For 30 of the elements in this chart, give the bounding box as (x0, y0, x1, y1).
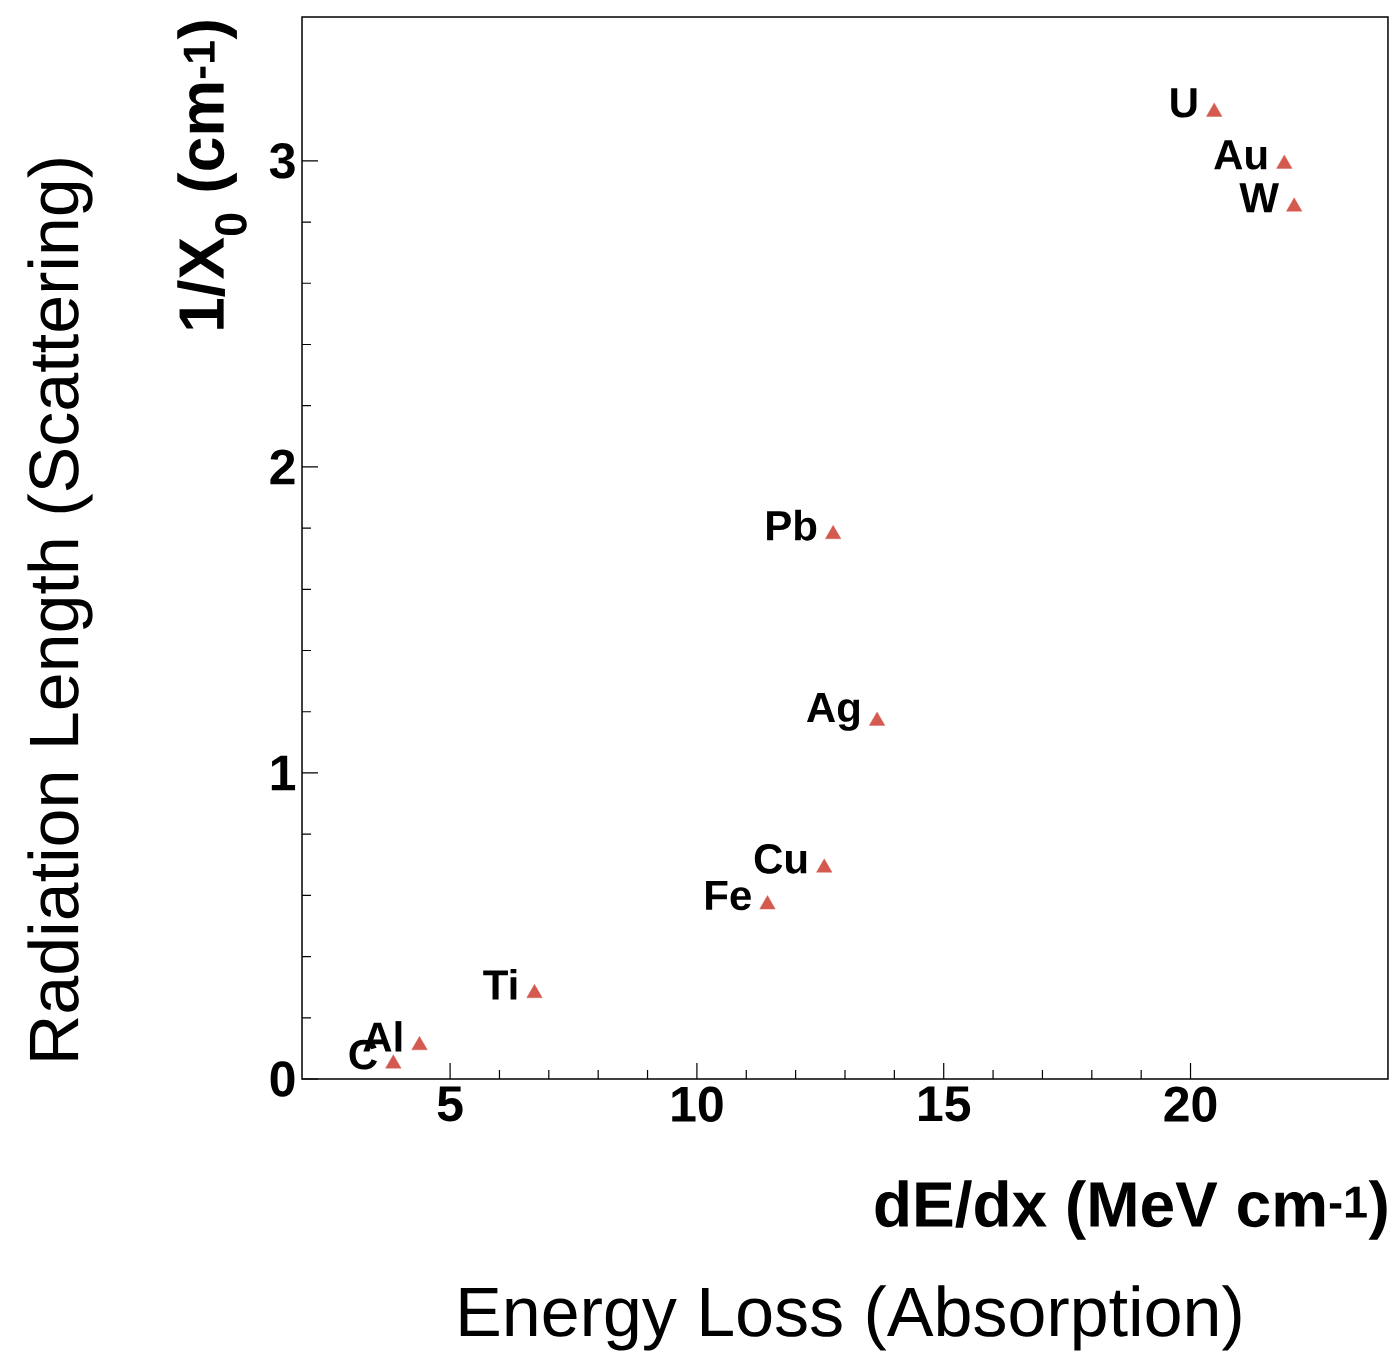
y-tick-label: 3 (269, 143, 295, 179)
annotation: Ag (806, 693, 860, 731)
annotation: U (1171, 88, 1197, 118)
point (1206, 102, 1223, 117)
annotation: Pb (767, 509, 817, 541)
y-tick-label: 2 (270, 449, 295, 485)
y-tick-label: 1 (271, 755, 296, 791)
x-tick-label: 10 (672, 1086, 723, 1122)
point (526, 984, 543, 998)
y-axis-title: 1/X$_{0}$ (cm$^{-1}$) (177, 21, 247, 329)
point (869, 711, 886, 726)
annotation: Fe (706, 880, 751, 911)
point (759, 895, 776, 910)
point (1286, 197, 1303, 212)
point (385, 1054, 402, 1069)
point (411, 1036, 428, 1051)
annotation: W (1239, 183, 1279, 213)
point (825, 525, 842, 539)
text: Energy Loss (Absorption) (460, 1285, 1241, 1351)
point (816, 858, 833, 873)
x-tick-label: 20 (1164, 1086, 1217, 1122)
text: Radiation Length (Scattering) (27, 159, 93, 1060)
annotation: Ti (483, 969, 517, 1000)
x-axis-title: dE/dx (MeV cm$^{-1}$) (875, 1180, 1387, 1240)
x-tick-label: 5 (437, 1086, 463, 1122)
annotation: Cu (754, 843, 807, 874)
y-tick-label: 0 (270, 1061, 295, 1097)
point (1276, 154, 1293, 169)
annotation: Au (1214, 140, 1267, 170)
x-tick-label: 15 (919, 1086, 971, 1122)
